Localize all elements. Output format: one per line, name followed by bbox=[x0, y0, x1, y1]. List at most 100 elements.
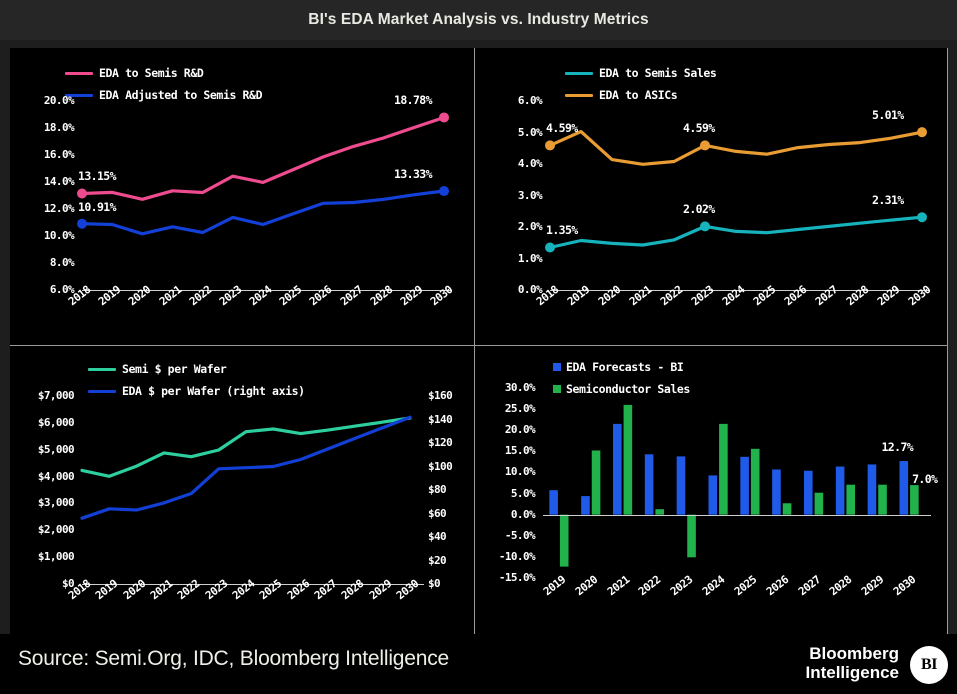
legend-swatch-square bbox=[553, 363, 561, 371]
data-point-label: 12.7% bbox=[881, 440, 914, 455]
y-axis-tick-label: 10.0% bbox=[504, 465, 536, 479]
brand-wordmark: Bloomberg Intelligence bbox=[805, 644, 899, 682]
bi-logo-badge: BI bbox=[910, 646, 948, 684]
legend-item[interactable]: EDA Adjusted to Semis R&D bbox=[65, 86, 262, 104]
chart-panel-eda-to-semis-rd: EDA to Semis R&D EDA Adjusted to Semis R… bbox=[10, 48, 474, 345]
chart-panel-eda-to-semis-sales: EDA to Semis Sales EDA to ASICs 6.0% 5.0%… bbox=[475, 48, 947, 345]
data-point-label: 1.35% bbox=[546, 223, 578, 238]
legend-item[interactable]: EDA $ per Wafer (right axis) bbox=[88, 382, 305, 400]
data-point-label: 5.01% bbox=[872, 108, 904, 123]
data-point-label: 10.91% bbox=[78, 199, 117, 214]
legend-swatch-line bbox=[565, 71, 593, 75]
y-axis-tick-label: -5.0% bbox=[504, 528, 536, 542]
footer-bar: Source: Semi.Org, IDC, Bloomberg Intelli… bbox=[0, 634, 957, 694]
bar bbox=[676, 456, 686, 515]
bar bbox=[899, 461, 909, 515]
data-point-marker bbox=[77, 218, 87, 229]
legend-item[interactable]: Semiconductor Sales bbox=[553, 380, 690, 398]
data-point-marker bbox=[917, 127, 927, 138]
data-point-marker bbox=[439, 186, 449, 197]
y-axis-tick-label: $6,000 bbox=[37, 415, 75, 429]
bar bbox=[644, 454, 654, 515]
y-axis-tick-label: 5.0% bbox=[510, 486, 536, 500]
legend-item[interactable]: Semi $ per Wafer bbox=[88, 360, 305, 378]
line-series bbox=[80, 115, 446, 201]
bar bbox=[687, 514, 696, 558]
y-axis-tick-label: 15.0% bbox=[504, 444, 536, 458]
data-point-marker bbox=[700, 221, 710, 232]
y-axis-tick-label: 10.0% bbox=[43, 229, 75, 242]
y-axis-tick-label: $4,000 bbox=[37, 469, 75, 483]
bar bbox=[623, 404, 633, 515]
legend-chart-3: Semi $ per Wafer EDA $ per Wafer (right … bbox=[88, 360, 305, 404]
y-axis-tick-label: 25.0% bbox=[504, 402, 536, 416]
bar bbox=[803, 470, 813, 515]
data-point-label: 13.15% bbox=[78, 169, 117, 184]
chart-panel-eda-forecasts: EDA Forecasts - BI Semiconductor Sales 3… bbox=[475, 346, 947, 634]
legend-label: EDA Forecasts - BI bbox=[566, 360, 684, 374]
y2-axis-tick-label: $20 bbox=[428, 553, 447, 567]
y-axis-tick-label: 16.0% bbox=[43, 148, 75, 161]
plot-area-chart-3 bbox=[80, 415, 412, 520]
bar bbox=[846, 484, 856, 515]
legend-item[interactable]: EDA to Semis Sales bbox=[565, 64, 717, 82]
y2-axis-tick-label: $140 bbox=[428, 412, 453, 426]
y-axis-tick-label: 6.0% bbox=[49, 283, 75, 296]
y-axis-tick-label: 2.0% bbox=[517, 220, 543, 233]
brand-line-1: Bloomberg bbox=[809, 644, 899, 663]
bar bbox=[559, 514, 569, 567]
data-point-label: 7.0% bbox=[912, 472, 938, 487]
y-axis-tick-label: 5.0% bbox=[517, 125, 543, 139]
y-axis-tick-label: $2,000 bbox=[37, 523, 75, 537]
y-axis-tick-label: -10.0% bbox=[498, 549, 536, 563]
data-point-marker bbox=[77, 188, 87, 199]
zero-axis-line bbox=[543, 514, 931, 516]
line-series bbox=[80, 189, 446, 236]
data-point-label: 2.02% bbox=[683, 202, 715, 217]
y-axis-tick-label: $3,000 bbox=[37, 496, 75, 510]
bar bbox=[708, 475, 718, 515]
data-point-marker bbox=[439, 112, 449, 123]
chart-panel-dollars-per-wafer: Semi $ per Wafer EDA $ per Wafer (right … bbox=[10, 346, 474, 634]
bar bbox=[612, 423, 622, 515]
legend-item[interactable]: EDA Forecasts - BI bbox=[553, 358, 690, 376]
data-point-label: 13.33% bbox=[394, 167, 433, 182]
page-title: BI's EDA Market Analysis vs. Industry Me… bbox=[308, 11, 649, 28]
y-axis-tick-label: 14.0% bbox=[43, 175, 75, 188]
vertical-divider-center bbox=[474, 48, 475, 634]
legend-item[interactable]: EDA to Semis R&D bbox=[65, 64, 262, 82]
y-axis-tick-label: 8.0% bbox=[49, 256, 75, 269]
legend-label: EDA $ per Wafer (right axis) bbox=[122, 384, 305, 398]
y-axis-tick-label: 6.0% bbox=[517, 94, 543, 107]
y2-axis-tick-label: $160 bbox=[428, 389, 453, 402]
legend-label: EDA to Semis R&D bbox=[99, 66, 204, 80]
line-series bbox=[548, 130, 924, 166]
legend-swatch-line bbox=[65, 71, 93, 75]
y-axis-tick-label: 12.0% bbox=[43, 202, 75, 215]
y-axis-tick-label: $5,000 bbox=[37, 442, 75, 456]
y2-axis-tick-label: $100 bbox=[428, 459, 453, 473]
plot-area-chart-4 bbox=[549, 404, 919, 567]
y2-axis-tick-label: $40 bbox=[428, 530, 447, 543]
plot-area-chart-2 bbox=[545, 127, 927, 253]
legend-swatch-square bbox=[553, 385, 561, 393]
data-point-label: 4.59% bbox=[546, 121, 578, 136]
y-axis-tick-label: -15.0% bbox=[498, 571, 536, 584]
bar bbox=[772, 469, 781, 515]
x-axis-line bbox=[82, 290, 452, 291]
header-bar: BI's EDA Market Analysis vs. Industry Me… bbox=[0, 0, 957, 40]
legend-item[interactable]: EDA to ASICs bbox=[565, 86, 716, 104]
legend-swatch-line bbox=[65, 93, 93, 97]
charts-canvas: EDA to Semis R&D EDA Adjusted to Semis R… bbox=[10, 48, 948, 634]
plot-area-chart-1 bbox=[77, 112, 449, 236]
source-caption: Source: Semi.Org, IDC, Bloomberg Intelli… bbox=[18, 647, 450, 670]
y-axis-tick-label: 0.0% bbox=[517, 283, 543, 296]
bar bbox=[655, 509, 665, 515]
legend-swatch-line bbox=[88, 389, 116, 393]
data-point-label: 4.59% bbox=[683, 121, 715, 136]
bar bbox=[835, 466, 845, 515]
data-point-marker bbox=[545, 242, 555, 253]
legend-label: EDA to Semis Sales bbox=[599, 66, 717, 80]
x-axis-line bbox=[550, 290, 930, 291]
